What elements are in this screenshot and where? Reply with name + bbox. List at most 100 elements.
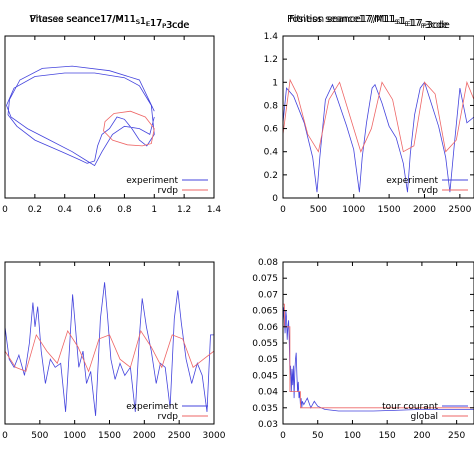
y-tick-label: 0.065 — [252, 307, 278, 317]
y-tick-label: 0.8 — [264, 101, 279, 111]
chart-title-part: 1 — [390, 14, 396, 25]
plot-frame — [282, 261, 474, 425]
chart-title-part: 1 — [140, 16, 146, 27]
series-line-2 — [283, 303, 474, 409]
legend-label-2: rvdp — [158, 412, 179, 422]
x-tick-label: 250 — [448, 431, 465, 441]
legend-label-2: rvdp — [158, 186, 179, 196]
y-tick-label: 0.035 — [252, 404, 278, 414]
chart-title-part: 1 — [388, 14, 394, 25]
y-tick-label: 0.2 — [264, 171, 278, 181]
x-tick-label: 50 — [312, 431, 324, 441]
y-tick-label: 0 — [272, 194, 278, 204]
series-line-1 — [283, 81, 474, 193]
y-tick-label: 0.03 — [258, 420, 278, 430]
chart-title-part: 3cde — [166, 20, 189, 31]
chart-title-part: 1 — [401, 16, 407, 27]
x-tick-label: 3000 — [203, 431, 226, 441]
y-tick-label: 0.08 — [258, 258, 278, 268]
x-tick-label: 100 — [344, 431, 361, 441]
x-tick-label: 2500 — [168, 431, 191, 441]
y-tick-label: 0.06 — [258, 323, 278, 333]
x-tick-label: 0.4 — [58, 205, 73, 215]
chart-title-subscript: E — [407, 20, 411, 28]
chart-title-text: Position seance17/M1 — [287, 14, 390, 25]
chart-title-subscript: E — [146, 20, 150, 28]
y-tick-label: 0.055 — [252, 339, 278, 349]
x-tick-label: 0.2 — [28, 205, 42, 215]
x-tick-label: 1500 — [378, 205, 401, 215]
x-tick-label: 1000 — [342, 205, 365, 215]
chart-title-part: 17 — [150, 18, 162, 29]
x-tick-label: 0.6 — [87, 205, 102, 215]
x-tick-label: 0 — [2, 205, 8, 215]
x-tick-label: 0 — [2, 431, 8, 441]
y-tick-label: 1.2 — [264, 55, 278, 65]
chart-title-part: 1 — [399, 16, 405, 27]
chart-title-part: 1 — [130, 14, 136, 25]
y-tick-label: 0.05 — [258, 355, 278, 365]
chart-title-part: 3cde — [166, 20, 189, 31]
x-tick-label: 1500 — [98, 431, 121, 441]
x-tick-label: 1 — [151, 205, 157, 215]
chart-title-part: 17 — [411, 18, 423, 29]
x-tick-label: 150 — [379, 431, 396, 441]
y-tick-label: 1 — [272, 78, 278, 88]
chart-title-subscript: P — [162, 22, 166, 30]
x-tick-label: 0 — [280, 431, 286, 441]
chart-title-part: 17 — [409, 18, 421, 29]
x-tick-label: 0 — [280, 205, 286, 215]
chart-title-subscript: E — [146, 20, 150, 28]
series-line-2 — [103, 110, 155, 147]
x-tick-label: 1.2 — [177, 205, 191, 215]
y-tick-label: 0.4 — [264, 148, 279, 158]
chart-title-subscript: S — [394, 18, 398, 26]
chart-title-text: Phases seance17/M1 — [30, 14, 130, 25]
x-tick-label: 2000 — [413, 205, 436, 215]
chart-title-subscript: E — [405, 20, 409, 28]
series-line-2 — [283, 78, 474, 153]
y-tick-label: 0.04 — [258, 388, 278, 398]
series-line-1 — [5, 282, 214, 416]
x-tick-label: 500 — [310, 205, 327, 215]
x-tick-label: 200 — [413, 431, 430, 441]
x-tick-label: 1000 — [63, 431, 86, 441]
chart-title-subscript: S — [136, 18, 140, 26]
chart-title-part: 1 — [140, 16, 146, 27]
chart-title-part: 3cde — [427, 20, 450, 31]
chart-title-subscript: S — [396, 18, 400, 26]
chart-title-part: 3cde — [425, 20, 448, 31]
x-tick-label: 500 — [31, 431, 48, 441]
chart-title: Fitness seance17/M11S1E17P3cde — [289, 14, 448, 31]
legend-label-2: global — [411, 412, 438, 422]
chart-title-subscript: P — [162, 22, 166, 30]
plot-frame — [282, 35, 474, 199]
chart-title: Phases seance17/M11S1E17P3cde — [30, 14, 189, 31]
series-line-1 — [6, 65, 155, 167]
x-tick-label: 2000 — [133, 431, 156, 441]
x-tick-label: 0.8 — [117, 205, 132, 215]
chart-title: Vitesse seance17/M11S1E17P3cde — [29, 14, 189, 31]
y-tick-label: 1.4 — [264, 32, 279, 42]
chart-title: Position seance17/M11S1E17P3cde — [287, 14, 450, 31]
y-tick-label: 0.07 — [258, 290, 278, 300]
x-tick-label: 2500 — [448, 205, 471, 215]
chart-title-text: Vitesse seance17/M1 — [29, 14, 130, 25]
legend-label-1: experiment — [126, 402, 178, 412]
series-line-1 — [283, 307, 474, 412]
y-tick-label: 0.075 — [252, 274, 278, 284]
y-tick-label: 0.045 — [252, 371, 278, 381]
legend-label-1: experiment — [126, 176, 178, 186]
chart-title-text: Fitness seance17/M1 — [289, 14, 388, 25]
plot-frame — [4, 35, 215, 199]
chart-title-subscript: P — [421, 22, 425, 30]
chart-title-part: 17 — [150, 18, 162, 29]
legend-label-2: rvdp — [418, 186, 439, 196]
legend-label-1: experiment — [386, 176, 438, 186]
y-tick-label: 0.6 — [264, 125, 279, 135]
